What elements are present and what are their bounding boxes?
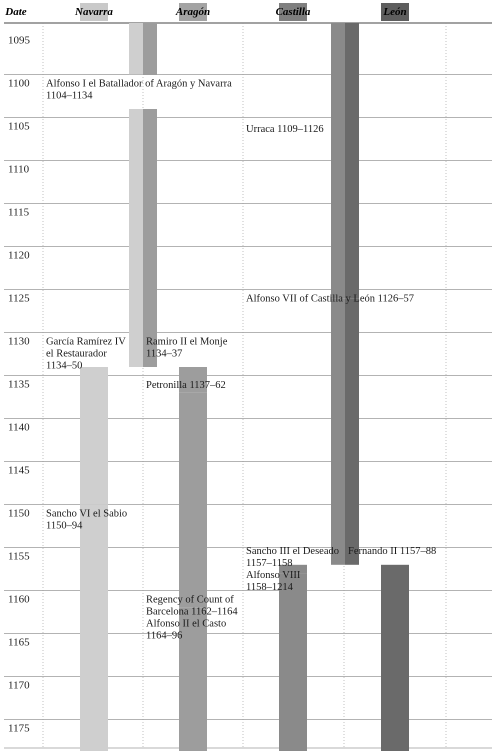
reign-label-aragon: Ramiro II el Monje <box>146 336 228 347</box>
reign-bar-leon <box>345 152 359 299</box>
reign-label-castilla: Urraca 1109–1126 <box>246 124 324 135</box>
year-label: 1155 <box>8 551 30 563</box>
reign-bar-leon <box>345 298 359 565</box>
year-label: 1120 <box>8 250 30 262</box>
year-label: 1110 <box>8 164 30 176</box>
reign-label-navarra: el Restaurador <box>46 348 107 359</box>
reign-label-aragon: 1164–96 <box>146 630 182 641</box>
reign-label-navarra: 1150–94 <box>46 520 83 531</box>
reign-bar-aragon <box>143 23 157 75</box>
column-header-date: Date <box>4 6 27 18</box>
column-header-navarra: Navarra <box>74 6 113 18</box>
column-header-leon: León <box>382 6 406 18</box>
reign-bar-castilla <box>331 298 345 565</box>
reign-bar-aragon <box>179 607 207 751</box>
column-header-swatch <box>179 3 207 21</box>
reign-bar-navarra <box>80 367 108 505</box>
reign-label-navarra: Alfonso I el Batallador of Aragón y Nava… <box>46 78 232 89</box>
reign-label-navarra: 1134–50 <box>46 360 82 371</box>
year-label: 1170 <box>8 680 30 692</box>
reign-bar-castilla <box>279 573 307 751</box>
year-label: 1150 <box>8 508 30 520</box>
reign-label-castilla: Sancho III el Deseado <box>246 546 339 557</box>
reign-label-aragon: Regency of Count of <box>146 594 234 605</box>
reign-label-castilla: Alfonso VII of Castilla y León 1126–57 <box>246 293 414 304</box>
year-label: 1140 <box>8 422 30 434</box>
reign-bar-leon <box>381 564 409 751</box>
year-label: 1095 <box>8 35 31 47</box>
reign-bar-aragon <box>179 392 207 608</box>
year-label: 1165 <box>8 637 30 649</box>
reign-bar-aragon <box>143 109 157 367</box>
year-label: 1100 <box>8 78 30 90</box>
reign-label-navarra: Sancho VI el Sabio <box>46 508 127 519</box>
reign-label-castilla: Alfonso VIII <box>246 570 301 581</box>
year-label: 1175 <box>8 723 30 735</box>
reign-bar-castilla <box>331 23 345 152</box>
year-label: 1105 <box>8 121 30 133</box>
year-label: 1125 <box>8 293 30 305</box>
reign-label-navarra: García Ramírez IV <box>46 336 126 347</box>
reign-bar-castilla <box>279 564 307 574</box>
year-label: 1145 <box>8 465 30 477</box>
reign-bar-leon <box>345 23 359 152</box>
reign-label-navarra: 1104–1134 <box>46 90 93 101</box>
year-label: 1130 <box>8 336 30 348</box>
bars-layer <box>80 23 409 751</box>
reign-bar-navarra <box>129 23 143 75</box>
column-header-swatch <box>381 3 409 21</box>
reign-label-aragon: Petronilla 1137–62 <box>146 380 226 391</box>
column-header-castilla: Castilla <box>276 6 311 18</box>
column-header-swatch <box>80 3 108 21</box>
year-axis: 1095 1100 1105 1110 1115 1120 1125 1130 1135 1140… <box>8 35 31 735</box>
reign-label-aragon: Barcelona 1162–1164 <box>146 606 238 617</box>
header-row: Date Navarra Aragón Castilla León <box>4 3 409 21</box>
column-header-swatch <box>279 3 307 21</box>
column-header-aragon: Aragón <box>175 6 210 18</box>
reign-label-castilla: 1158–1214 <box>246 582 294 593</box>
reign-bar-aragon <box>179 367 207 393</box>
reign-bar-castilla <box>331 152 345 299</box>
year-label: 1115 <box>8 207 30 219</box>
reign-label-aragon: 1134–37 <box>146 348 182 359</box>
reign-labels: Alfonso I el Batallador of Aragón y Nava… <box>46 78 436 641</box>
reign-bar-navarra <box>129 109 143 367</box>
year-label: 1160 <box>8 594 30 606</box>
reign-label-aragon: Alfonso II el Casto <box>146 618 226 629</box>
reign-label-castilla: 1157–1158 <box>246 558 292 569</box>
year-label: 1135 <box>8 379 30 391</box>
reign-label-leon: Fernando II 1157–88 <box>348 546 436 557</box>
reign-bar-navarra <box>80 504 108 751</box>
